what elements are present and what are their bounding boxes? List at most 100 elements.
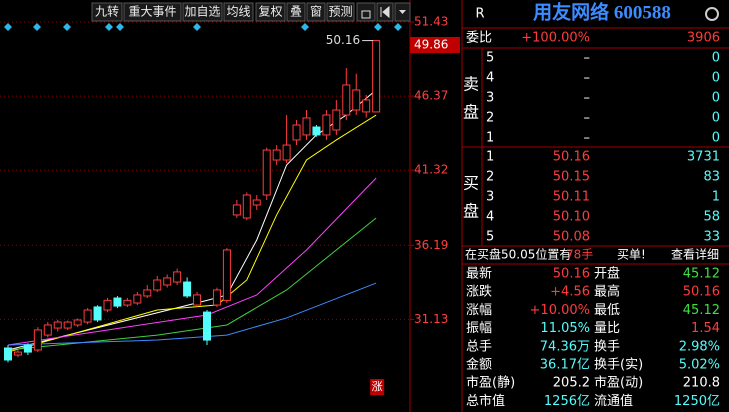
sell-level: 5 [486,51,494,66]
candle-body [43,324,52,336]
stat-value: +10.00% [530,303,590,318]
candle-body [143,289,152,297]
buy-price: 50.08 [553,230,590,245]
sell-level: 3 [486,91,494,106]
toolbar-button[interactable] [223,2,254,22]
stat-label: 振幅 [466,321,492,336]
limit-tag: 涨 [372,380,383,393]
toolbar-button[interactable] [255,2,286,22]
stat-value: 2.98% [679,339,720,354]
y-tick-label: 51.43 [414,14,448,28]
toolbar: 九转 重大事件 加自选 均线 复权叠窗预测 [91,2,355,22]
settings-icon[interactable] [705,7,719,21]
candle-body [113,297,122,307]
candle-body [73,319,82,326]
event-marker [105,23,113,31]
candle-body [312,126,321,136]
stat-value: 74.36万 [540,339,590,354]
stat-label: 流通值 [594,393,633,409]
notice[interactable]: 查看详细 [671,247,719,262]
candle-body [123,299,132,306]
y-tick-label: 36.19 [414,238,448,252]
stat-label: 金额 [466,357,492,373]
committee-diff: 3906 [687,31,720,46]
stock-title: 用友网络 600588 [533,0,671,23]
stat-label: 市盈(静) [466,375,515,391]
sell-volume: 0 [712,91,720,106]
toolbar-button[interactable] [326,2,355,22]
toolbar-button[interactable] [286,2,306,22]
candle-body [292,124,301,141]
buy-volume: 83 [703,170,720,185]
moving-average [7,217,377,351]
sell-price: – [584,131,591,146]
toolbar-label[interactable]: 加自选 [184,5,220,19]
candle-body [332,109,341,131]
market: R [475,7,484,22]
toolbar-label[interactable]: 九转 [95,4,119,19]
toolbar-button[interactable] [306,2,326,22]
buy-price: 50.16 [553,150,590,165]
stat-value: 45.12 [683,303,720,318]
moving-average [7,114,377,353]
event-marker [193,23,201,31]
candle-body [63,321,72,329]
stat-value: 205.2 [553,376,590,391]
sell-volume: 0 [712,51,720,66]
stat-label: 量比 [594,321,620,336]
stat-value: 1.54 [691,321,720,336]
candle-body [133,294,142,304]
candle-body [212,289,221,306]
event-marker [301,23,309,31]
stat-value: 45.12 [683,267,720,282]
candle-body [232,204,241,216]
toolbar-label[interactable]: 预测 [328,5,352,19]
toolbar-icons[interactable] [356,2,411,22]
sell-volume: 0 [712,111,720,126]
toolbar-label[interactable]: 叠 [290,5,302,19]
committee-label: 委比 [466,31,492,46]
candle-body [163,277,172,286]
sell-price: – [584,71,591,86]
stat-value: 50.16 [683,285,720,300]
buy-volume: 58 [703,210,720,225]
moving-average [7,177,377,346]
toolbar-label[interactable]: 窗 [310,5,322,19]
candle-body [203,311,211,341]
event-marker [374,23,382,31]
buy-volume: 1 [712,190,720,205]
sell-level: 4 [486,71,494,86]
event-marker [116,23,124,31]
toolbar-button[interactable] [123,2,182,22]
sell-volume: 0 [712,131,720,146]
candle-body [272,149,281,161]
candle-body [342,84,351,116]
toolbar-label[interactable]: 复权 [258,5,282,19]
event-marker [4,23,12,31]
notice: 买单! [617,248,646,262]
price-marker-label: 49.86 [414,37,448,51]
sell-label: 盘 [463,103,479,122]
moving-average [7,282,377,346]
price-marker [410,36,460,53]
stat-label: 总市值 [466,393,505,409]
toolbar-button[interactable] [91,2,123,22]
buy-price: 50.10 [553,210,590,225]
stat-label: 涨跌 [466,284,492,300]
stat-label: 最高 [594,284,620,300]
event-marker [63,23,71,31]
toolbar-label[interactable]: 均线 [226,5,250,19]
market-badge [470,5,490,23]
sell-price: – [584,111,591,126]
stat-value: 1250亿 [674,394,720,409]
stat-value: 50.16 [553,267,590,282]
chart: 51.43 46.37 41.32 36.19 31.13 50.16 49.86 涨 [0,14,460,395]
candle-body [53,321,62,329]
limit-tag-box [370,379,385,395]
toolbar-label[interactable]: 重大事件 [128,5,176,19]
stat-label: 换手(实) [594,358,643,373]
menu-icon [399,10,406,14]
toolbar-button[interactable] [182,2,223,22]
